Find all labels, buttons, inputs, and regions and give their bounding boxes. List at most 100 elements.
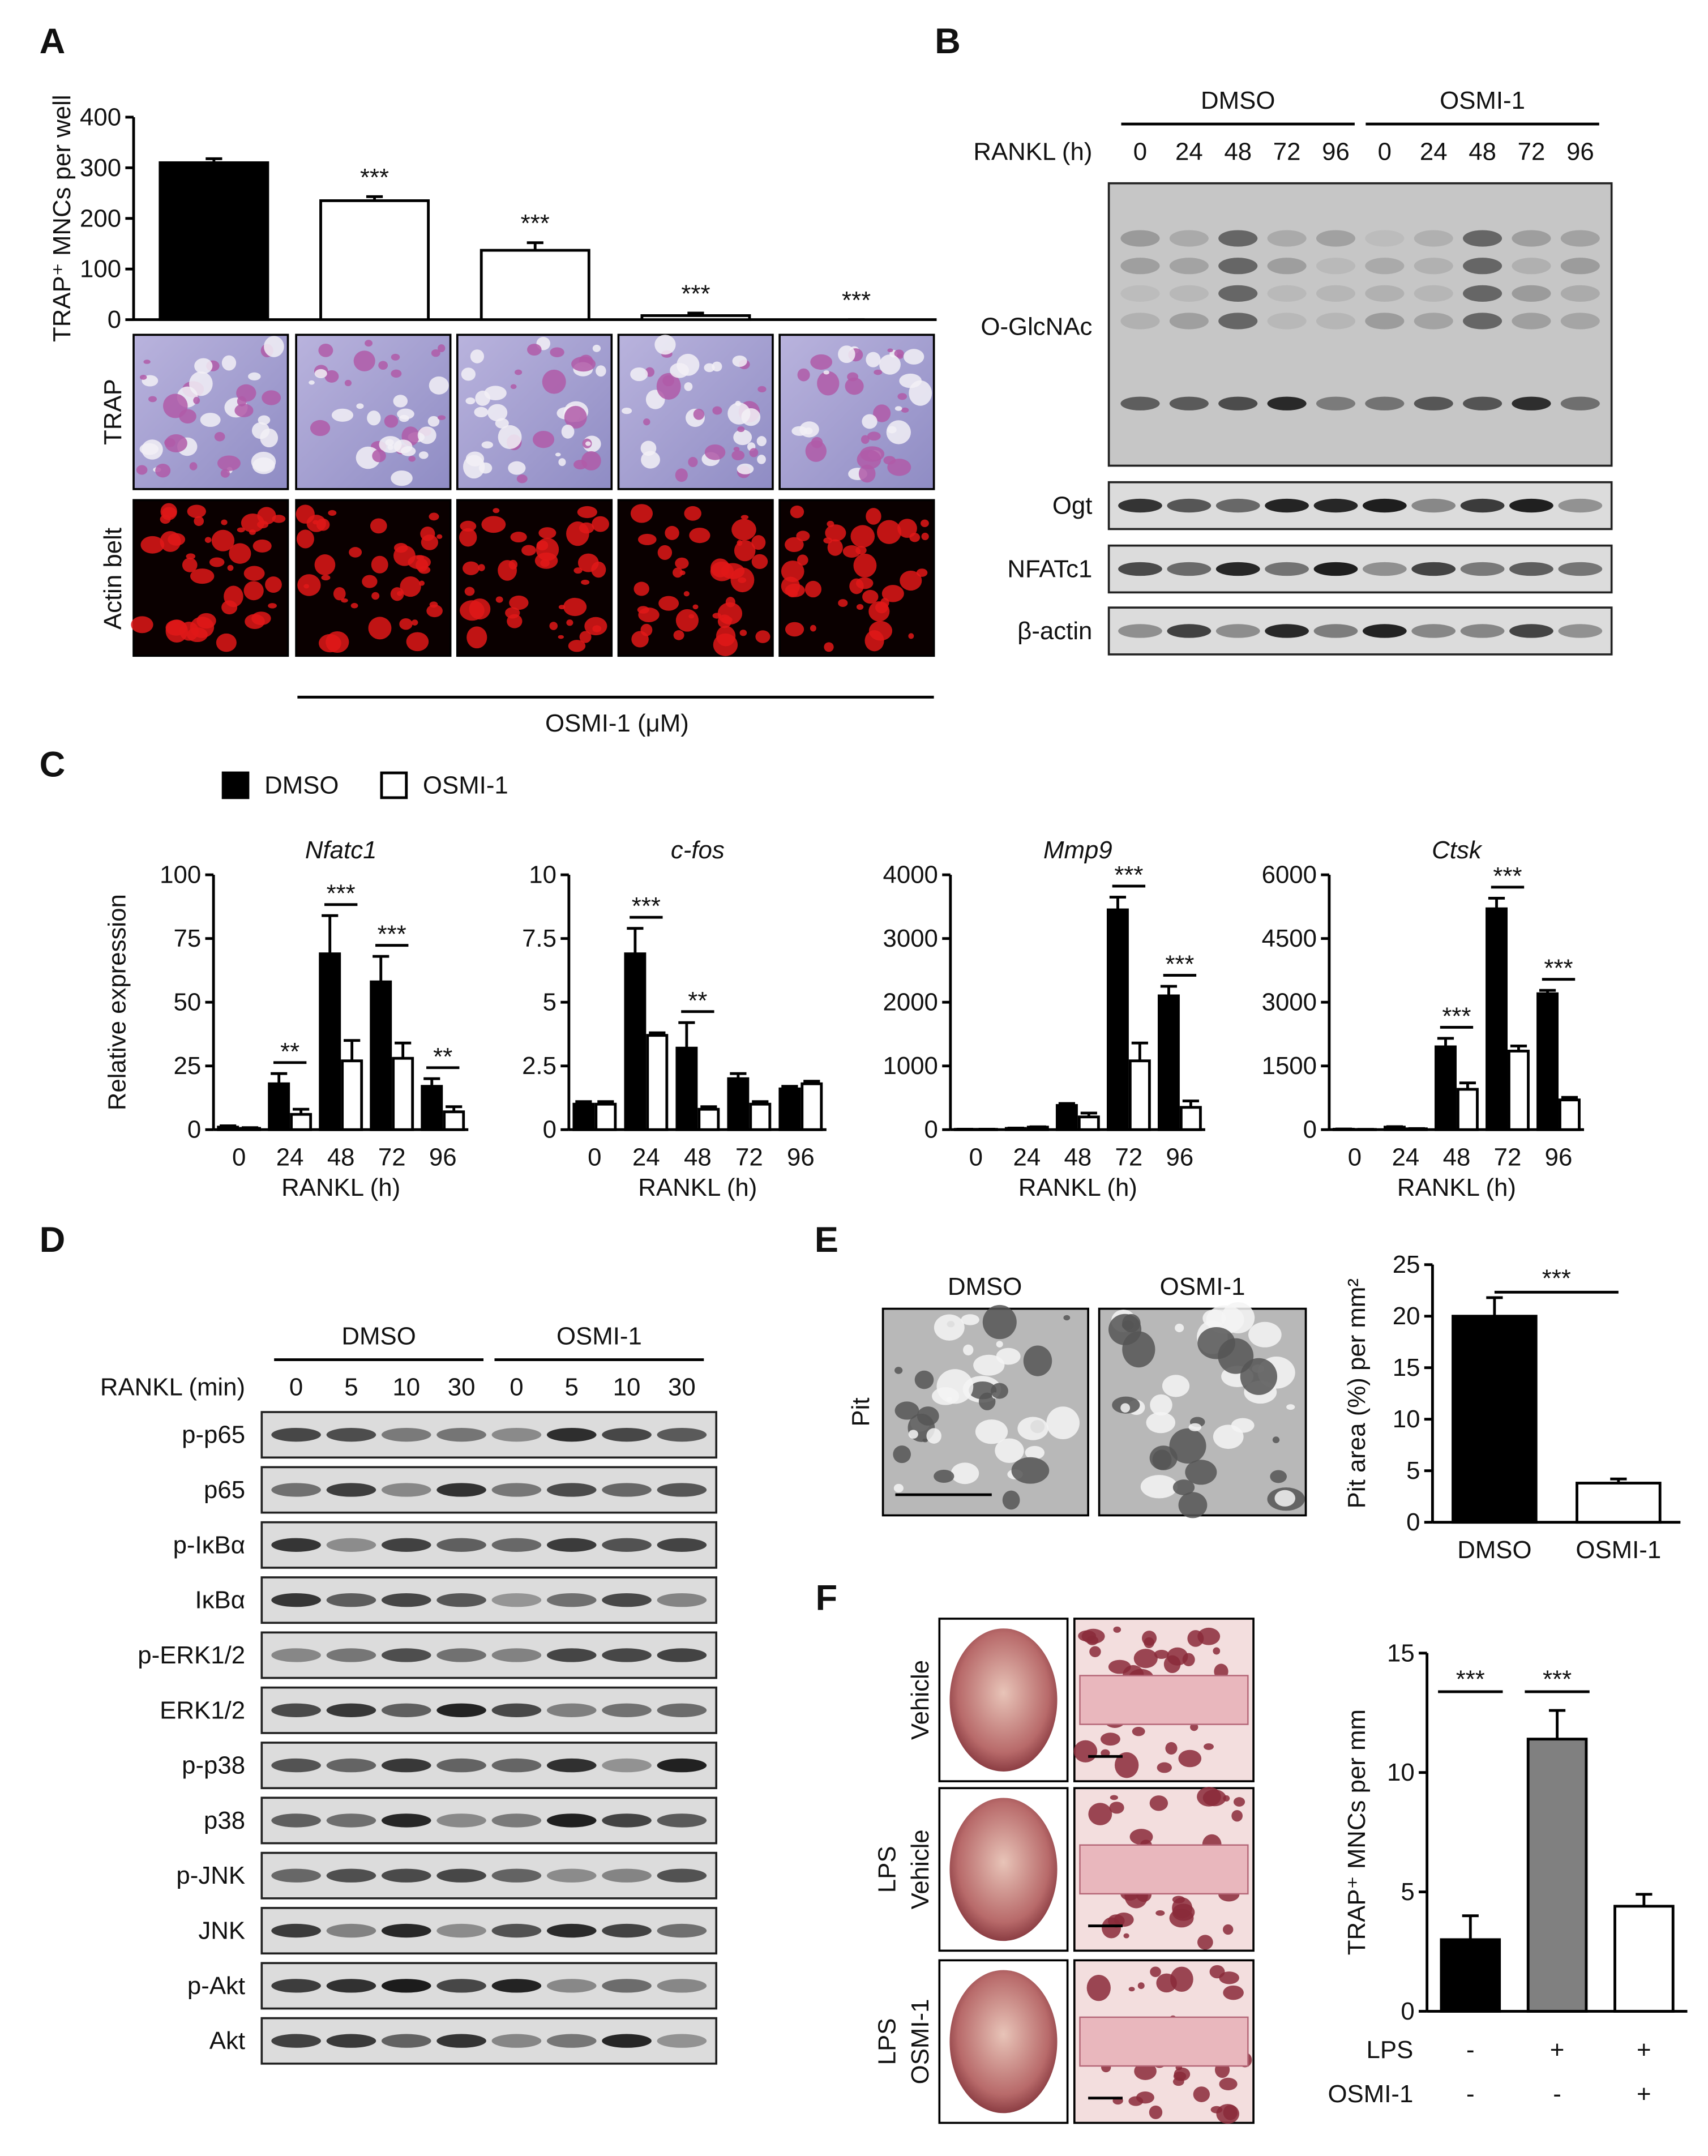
texture [542,369,566,394]
bar [341,1059,363,1131]
band [1218,230,1258,247]
texture [573,567,583,574]
texture [417,426,436,444]
texture [217,455,241,471]
texture [1165,1742,1178,1755]
texture [887,459,911,476]
row-label: OSMI-1 [906,1999,934,2085]
texture [904,349,924,365]
chart-title: Ctsk [1432,836,1483,864]
texture [162,393,188,418]
y-tick-label: 50 [174,989,202,1016]
x-axis-label: RANKL (h) [1397,1174,1516,1201]
texture [555,452,561,457]
texture [349,547,362,558]
texture [739,630,747,636]
texture [657,545,673,560]
texture [182,558,198,572]
texture [922,1438,928,1443]
texture [874,369,883,375]
texture [579,522,594,534]
texture [995,1438,1024,1463]
row-label: Actin belt [99,528,127,630]
band [381,1538,431,1552]
time-value: 0 [510,1374,523,1401]
texture [309,380,315,385]
error-bar [373,955,389,982]
band [1512,230,1551,247]
texture [894,406,902,411]
y-tick-label: 3000 [883,925,938,952]
y-tick-label: 5 [543,989,557,1016]
texture [862,589,879,604]
texture [1172,1479,1195,1495]
group-label: OSMI-1 [557,1323,642,1350]
texture [378,361,388,370]
texture [1150,1394,1172,1416]
time-value: 24 [1420,138,1448,165]
band [1265,498,1309,513]
texture [1185,1460,1217,1485]
y-tick-label: 4500 [1262,925,1317,952]
band [436,1979,486,1993]
band [1463,285,1502,302]
texture [390,587,404,601]
texture [549,622,558,630]
x-tick-label: DMSO [1457,1536,1531,1564]
panel-letter: E [815,1220,838,1260]
band [602,1758,652,1773]
texture [824,642,834,652]
error-bar [1636,1893,1653,1906]
texture [673,630,684,640]
texture [1197,1935,1213,1950]
texture [426,604,443,618]
texture [564,405,587,429]
texture [221,600,238,615]
texture [365,340,373,347]
y-tick-label: 4000 [883,861,938,889]
band [271,1868,321,1883]
time-value: 10 [613,1374,641,1401]
texture [1046,1406,1080,1440]
band [1460,562,1505,576]
texture [385,439,394,446]
texture [189,462,198,470]
band [491,1703,542,1717]
band [657,1427,707,1442]
bar [1106,908,1129,1131]
row-label: p-JNK [176,1862,245,1889]
bar [1559,1098,1581,1131]
texture [563,597,587,617]
band [436,1703,486,1717]
texture [406,632,429,652]
bone [1079,1675,1249,1725]
texture [1149,1795,1168,1811]
texture [785,583,805,597]
group-label: OSMI-1 [1440,87,1525,114]
band [326,1483,376,1497]
band [1120,313,1160,330]
texture [469,598,491,620]
texture [817,371,840,396]
band [1560,258,1600,275]
texture [245,614,265,629]
x-tick-label: 24 [1392,1143,1420,1171]
texture [921,532,929,541]
time-value: 0 [289,1374,303,1401]
band [1509,562,1553,576]
texture [384,414,399,428]
texture [131,616,153,634]
row-label: LPS [873,2018,901,2065]
band [326,1923,376,1938]
x-axis-label: RANKL (h) [1018,1174,1137,1201]
texture [673,567,683,578]
texture [733,429,752,446]
bar [675,1046,698,1131]
texture [893,1483,904,1493]
texture [165,619,188,643]
significance-label: *** [632,892,661,920]
band [1169,230,1209,247]
band [1365,258,1405,275]
texture [193,396,200,404]
texture [1206,1305,1244,1334]
